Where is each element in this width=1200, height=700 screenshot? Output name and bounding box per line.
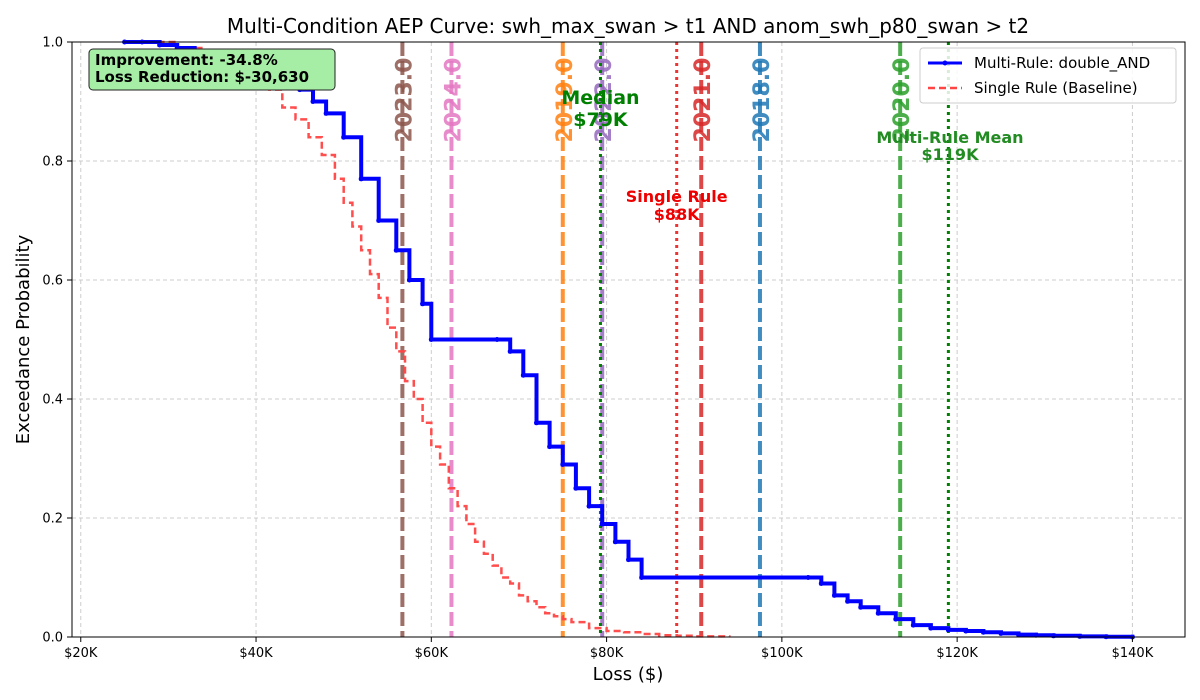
multi-rule-point: [858, 604, 864, 610]
single-rule-annotation-title: Single Rule: [626, 187, 728, 206]
multi-rule-point: [494, 337, 500, 342]
multi-rule-point: [507, 348, 513, 354]
x-tick-label: $60K: [415, 646, 449, 661]
legend-label-single-rule: Single Rule (Baseline): [974, 79, 1138, 97]
multi-rule-point: [358, 176, 364, 182]
multi-rule-point: [980, 629, 986, 635]
chart-title: Multi-Condition AEP Curve: swh_max_swan …: [227, 14, 1029, 38]
y-axis-label: Exceedance Probability: [13, 234, 34, 444]
multi-rule-point: [547, 444, 553, 450]
multi-rule-point: [1033, 632, 1039, 638]
multi-rule-point: [818, 580, 824, 586]
multi-rule-point: [560, 461, 566, 467]
year-label-2022-0: 2022.0: [592, 58, 617, 143]
multi-rule-point: [533, 420, 539, 426]
x-tick-label: $40K: [239, 646, 273, 661]
info-box-improvement: Improvement: -34.8%: [95, 51, 278, 69]
multi-rule-point: [1015, 632, 1021, 638]
multi-rule-point: [323, 110, 329, 116]
year-label-2021-0: 2021.0: [691, 58, 716, 143]
y-tick-label: 0.0: [42, 631, 63, 646]
single-rule-annotation-value: $88K: [654, 205, 700, 224]
single-rule-series: [124, 40, 731, 638]
x-tick-label: $120K: [936, 646, 978, 661]
legend-box: [919, 47, 1177, 104]
x-tick-label: $100K: [761, 646, 803, 661]
y-tick-label: 0.2: [42, 512, 63, 527]
multi-rule-point: [573, 485, 579, 491]
multi-rule-point: [406, 277, 412, 283]
multi-rule-point: [945, 627, 951, 633]
year-label-2019-0: 2019.0: [553, 58, 578, 143]
multi-rule-point: [520, 372, 526, 378]
legend: Multi-Rule: double_AND Single Rule (Base…: [919, 47, 1177, 104]
info-box: Improvement: -34.8% Loss Reduction: $-30…: [88, 48, 336, 91]
multi-rule-point: [1077, 633, 1083, 639]
x-tick-label: $140K: [1112, 646, 1154, 661]
multi-rule-point: [393, 247, 399, 253]
axes: $20K $40K $60K $80K $100K $120K $140K 0.0 0.2 0.4…: [42, 36, 1186, 661]
multi-rule-point: [893, 616, 899, 622]
info-box-loss-reduction: Loss Reduction: $-30,630: [95, 68, 309, 86]
reference-lines: 2023.0 2024.0 2019.0 2022.0 2021.0 2018.0 2020…: [392, 42, 950, 637]
x-tick-label: $80K: [590, 646, 624, 661]
multi-rule-point: [998, 630, 1004, 636]
year-label-2020-0: 2020.0: [890, 58, 915, 143]
median-annotation-value: $79K: [573, 109, 629, 131]
median-annotation-title: Median: [561, 87, 639, 109]
multi-rule-point: [928, 625, 934, 631]
info-box-background: [88, 48, 336, 91]
x-tick-label: $20K: [64, 646, 98, 661]
year-label-2018-0: 2018.0: [750, 58, 775, 143]
multi-rule-point: [910, 622, 916, 628]
multi-rule-point: [599, 521, 605, 527]
y-tick-label: 0.6: [42, 274, 63, 289]
multi-rule-mean-annotation-value: $119K: [922, 145, 980, 164]
multi-rule-point: [805, 575, 811, 580]
legend-marker-multi-rule: [942, 60, 948, 66]
multi-rule-point: [1051, 633, 1057, 639]
year-label-2024-0: 2024.0: [441, 58, 466, 143]
multi-rule-point: [831, 592, 837, 598]
y-tick-label: 0.4: [42, 393, 63, 408]
annotations: Median$79K Single Rule$88K Multi-Rule Mean…: [561, 87, 1023, 224]
x-axis-label: Loss ($): [593, 664, 664, 685]
multi-rule-point: [157, 42, 163, 48]
legend-label-multi-rule: Multi-Rule: double_AND: [974, 54, 1150, 73]
multi-rule-mean-annotation-title: Multi-Rule Mean: [876, 128, 1023, 147]
multi-rule-point: [341, 134, 347, 140]
multi-rule-point: [376, 218, 382, 223]
multi-rule-point: [875, 610, 881, 616]
y-tick-label: 1.0: [42, 36, 63, 51]
multi-rule-point: [963, 628, 969, 634]
multi-rule-point: [428, 337, 434, 342]
year-label-2023-0: 2023.0: [392, 58, 417, 143]
y-tick-label: 0.8: [42, 155, 63, 170]
multi-rule-point: [586, 503, 592, 509]
multi-rule-point: [845, 598, 851, 604]
multi-rule-point: [420, 301, 426, 307]
multi-rule-point: [626, 557, 631, 563]
multi-rule-point: [310, 99, 316, 104]
multi-rule-point: [612, 539, 618, 545]
multi-rule-point: [639, 575, 645, 580]
plot-frame: [71, 41, 1186, 638]
